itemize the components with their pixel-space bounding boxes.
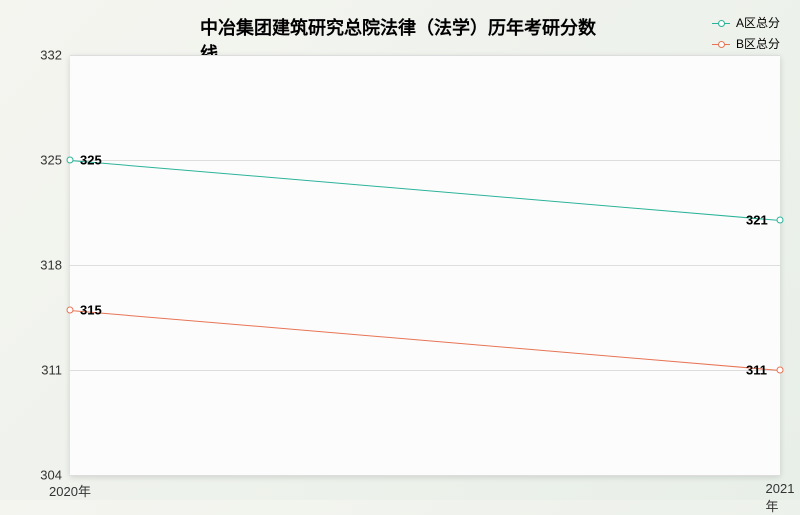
legend-item-a: A区总分 bbox=[712, 14, 780, 31]
legend-label-b: B区总分 bbox=[736, 35, 780, 52]
data-point-label: 325 bbox=[80, 153, 102, 168]
x-tick-label: 2020年 bbox=[49, 481, 91, 500]
data-point bbox=[67, 307, 74, 314]
legend: A区总分 B区总分 bbox=[712, 14, 780, 56]
data-point bbox=[67, 157, 74, 164]
series-line bbox=[70, 160, 780, 221]
data-point bbox=[777, 217, 784, 224]
x-tick-label: 2021年 bbox=[766, 481, 795, 515]
y-tick-label: 318 bbox=[40, 258, 62, 273]
gridline bbox=[70, 475, 780, 476]
y-tick-label: 325 bbox=[40, 153, 62, 168]
data-point-label: 315 bbox=[80, 303, 102, 318]
gridline bbox=[70, 265, 780, 266]
plot-area: 3043113183253322020年2021年325321315311 bbox=[70, 55, 780, 475]
data-point bbox=[777, 367, 784, 374]
y-tick-label: 311 bbox=[41, 363, 62, 378]
legend-item-b: B区总分 bbox=[712, 35, 780, 52]
data-point-label: 311 bbox=[746, 363, 767, 378]
legend-label-a: A区总分 bbox=[736, 14, 780, 31]
gridline bbox=[70, 160, 780, 161]
data-point-label: 321 bbox=[746, 213, 768, 228]
series-line bbox=[70, 310, 780, 371]
gridline bbox=[70, 370, 780, 371]
y-tick-label: 332 bbox=[40, 48, 62, 63]
gridline bbox=[70, 55, 780, 56]
